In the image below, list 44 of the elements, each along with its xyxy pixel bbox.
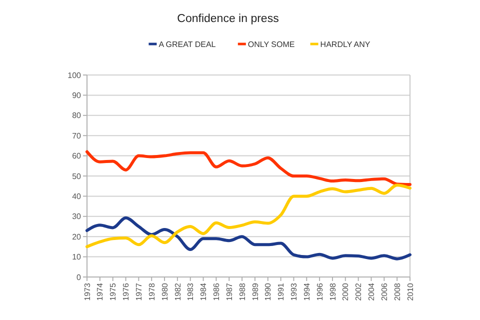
y-tick-label: 10	[72, 252, 82, 262]
x-tick-label: 1987	[224, 282, 234, 301]
chart-title: Confidence in press	[177, 13, 280, 25]
x-tick-label: 1994	[302, 282, 312, 301]
x-tick-label: 1990	[264, 282, 273, 301]
y-tick-label: 70	[72, 131, 82, 140]
x-tick-label: 1988	[238, 282, 247, 301]
x-tick-label: 1976	[122, 282, 131, 301]
line-series	[86, 216, 412, 260]
y-tick-label: 0	[76, 272, 82, 282]
x-tick-label: 1989	[250, 282, 260, 301]
x-tick-label: 2010	[406, 282, 415, 301]
line-series	[86, 184, 412, 248]
x-tick-label: 2000	[341, 282, 350, 301]
y-tick-label: 90	[72, 91, 82, 100]
x-tick-label: 1980	[160, 282, 170, 301]
x-tick-label: 1975	[108, 282, 118, 301]
y-tick-label: 60	[72, 152, 82, 161]
y-tick-label: 40	[72, 192, 82, 201]
line-series	[86, 150, 412, 186]
x-tick-label: 2002	[354, 282, 364, 301]
x-tick-label: 1973	[82, 282, 92, 301]
x-tick-label: 1993	[290, 282, 299, 301]
y-tick-label: 50	[72, 172, 82, 181]
x-tick-label: 1982	[173, 282, 182, 301]
y-tick-label: 20	[72, 232, 82, 242]
y-tick-label: 100	[68, 70, 82, 80]
y-tick-label: 30	[72, 212, 82, 222]
x-tick-label: 1984	[199, 282, 208, 301]
x-tick-label: 1974	[96, 282, 105, 301]
x-tick-label: 2008	[392, 282, 402, 301]
x-tick-label: 2004	[367, 282, 376, 301]
legend-label: A GREAT DEAL	[158, 40, 216, 49]
x-tick-label: 1998	[328, 282, 338, 301]
x-tick-label: 1991	[276, 282, 286, 301]
legend-label: ONLY SOME	[248, 40, 295, 49]
x-tick-label: 2006	[380, 282, 389, 301]
legend-label: HARDLY ANY	[320, 40, 371, 49]
x-tick-label: 1983	[186, 282, 196, 301]
y-tick-label: 80	[72, 111, 82, 120]
x-tick-label: 1986	[212, 282, 221, 301]
x-tick-label: 1996	[315, 282, 324, 301]
x-tick-label: 1977	[134, 282, 144, 301]
x-tick-label: 1978	[147, 282, 156, 301]
